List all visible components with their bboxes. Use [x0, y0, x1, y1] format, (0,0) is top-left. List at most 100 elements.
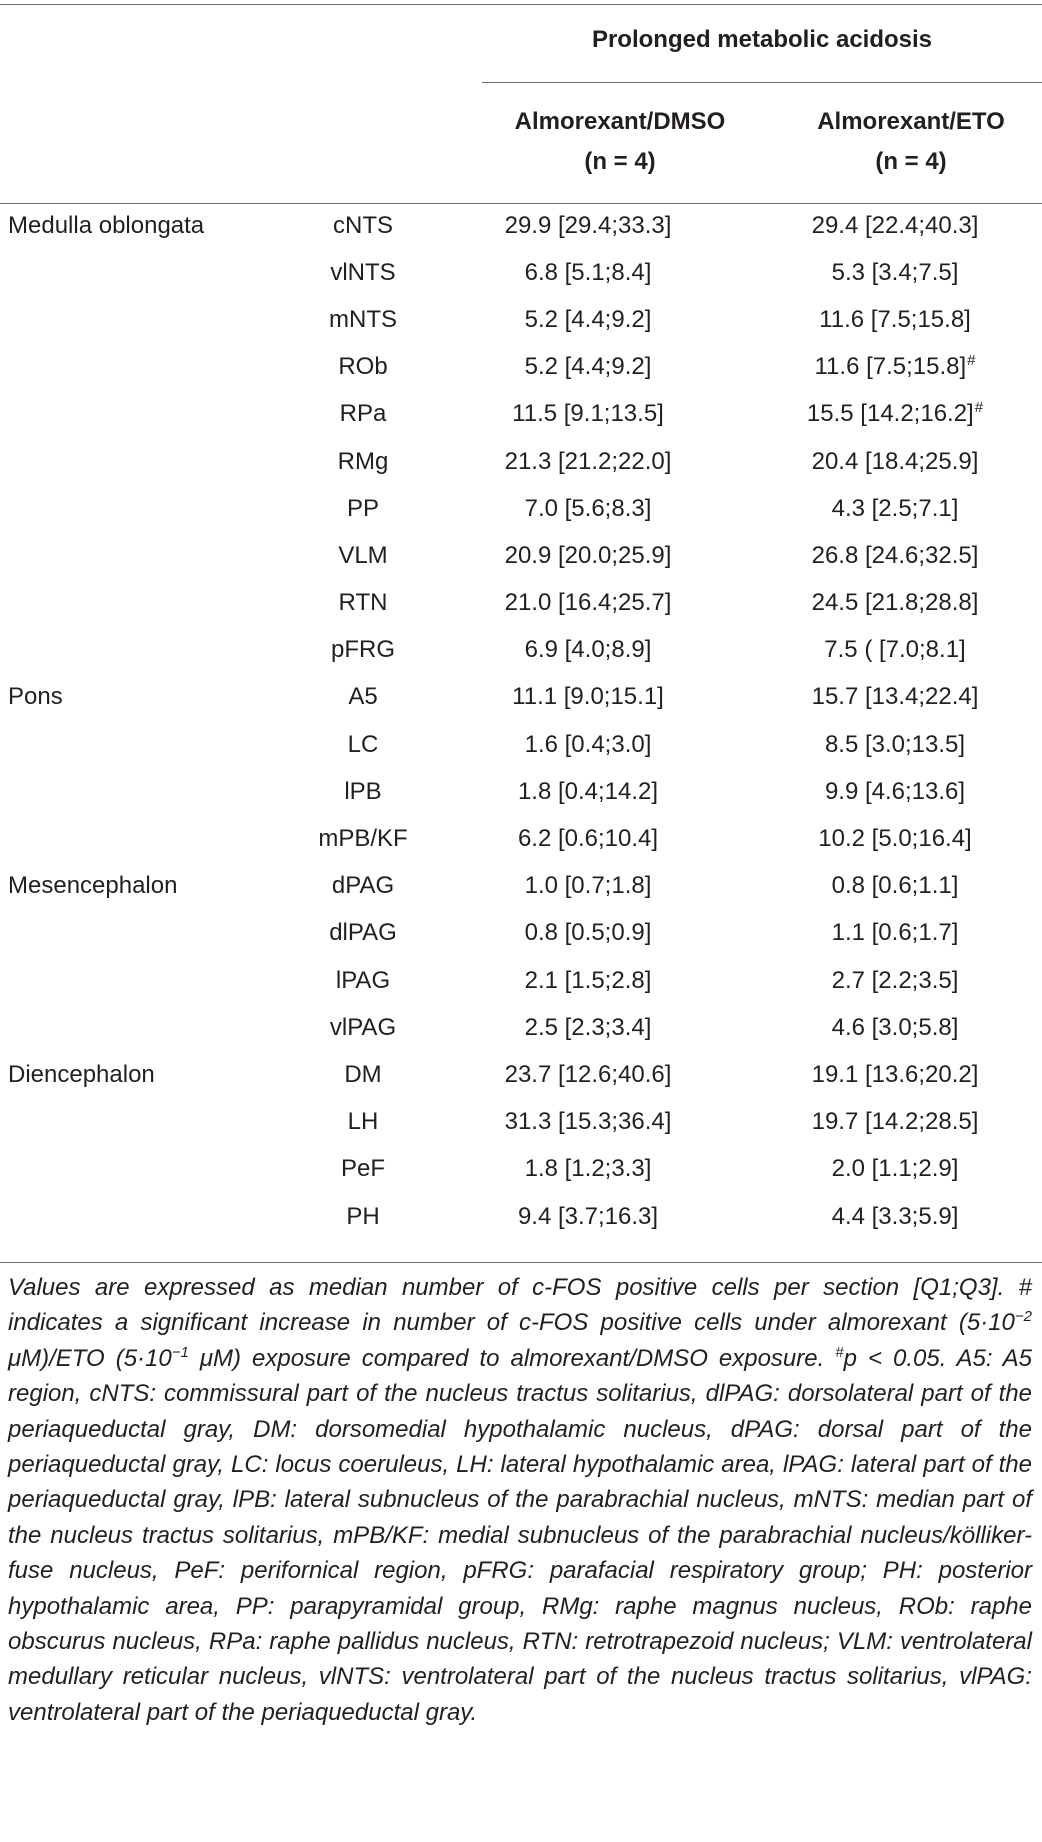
- footnote-hash: #: [835, 1343, 844, 1361]
- dmso-value-text: 21.3 [21.2;22.0]: [504, 447, 672, 475]
- subregion-text: mNTS: [329, 305, 397, 333]
- region-cell: [0, 532, 298, 579]
- subregion-text: ROb: [338, 353, 388, 381]
- region-cell: [0, 910, 298, 957]
- subregion-text: cNTS: [333, 211, 393, 239]
- dmso-value-cell: 2.5 [2.3;3.4]: [428, 1004, 748, 1051]
- subregion-cell: PP: [298, 485, 428, 532]
- region-cell: [0, 1099, 298, 1146]
- subregion-text: pFRG: [330, 636, 395, 664]
- subregion-cell: ROb: [298, 344, 428, 391]
- region-cell: [0, 1146, 298, 1193]
- dmso-value-text: 2.5 [2.3;3.4]: [524, 1013, 652, 1041]
- region-text: Mesencephalon: [8, 872, 178, 900]
- table-row: Medulla oblongata cNTS 29.9 [29.4;33.3] 29.…: [0, 202, 1042, 249]
- dmso-value-text: 5.2 [4.4;9.2]: [524, 305, 652, 333]
- dmso-value-text: 7.0 [5.6;8.3]: [524, 494, 652, 522]
- header-bottom-rule: [0, 203, 1042, 204]
- subregion-text: LC: [347, 730, 379, 758]
- eto-value-text: 10.2 [5.0;16.4]: [818, 825, 972, 853]
- subregion-cell: cNTS: [298, 202, 428, 249]
- dmso-value-cell: 1.6 [0.4;3.0]: [428, 721, 748, 768]
- table-row: Pons A5 11.1 [9.0;15.1] 15.7 [13.4;22.4]: [0, 674, 1042, 721]
- eto-value-cell: 4.3 [2.5;7.1]: [748, 485, 1042, 532]
- region-cell: [0, 957, 298, 1004]
- region-cell: [0, 580, 298, 627]
- footnote-text-2: μM)/ETO (5·10: [8, 1344, 172, 1372]
- dmso-value-cell: 0.8 [0.5;0.9]: [428, 910, 748, 957]
- region-text: Diencephalon: [8, 1060, 155, 1088]
- dmso-value-cell: 21.0 [16.4;25.7]: [428, 580, 748, 627]
- subregion-text: lPB: [344, 777, 382, 805]
- table-row: RPa 11.5 [9.1;13.5] 15.5 [14.2;16.2]#: [0, 391, 1042, 438]
- eto-value-cell: 15.5 [14.2;16.2]#: [748, 391, 1042, 438]
- region-cell: [0, 627, 298, 674]
- subregion-text: DM: [344, 1060, 382, 1088]
- significance-mark: #: [967, 352, 976, 370]
- subregion-cell: PH: [298, 1193, 428, 1240]
- dmso-value-cell: 31.3 [15.3;36.4]: [428, 1099, 748, 1146]
- subregion-cell: lPAG: [298, 957, 428, 1004]
- dmso-value-text: 6.8 [5.1;8.4]: [524, 258, 652, 286]
- dmso-value-cell: 6.8 [5.1;8.4]: [428, 249, 748, 296]
- eto-value-text: 19.7 [14.2;28.5]: [811, 1108, 979, 1136]
- region-cell: Medulla oblongata: [0, 202, 298, 249]
- dmso-value-cell: 9.4 [3.7;16.3]: [428, 1193, 748, 1240]
- eto-value-cell: 11.6 [7.5;15.8]: [748, 296, 1042, 343]
- dmso-value-text: 6.9 [4.0;8.9]: [524, 636, 652, 664]
- eto-value-cell: 1.1 [0.6;1.7]: [748, 910, 1042, 957]
- subregion-text: lPAG: [335, 966, 391, 994]
- eto-value-cell: 4.6 [3.0;5.8]: [748, 1004, 1042, 1051]
- subregion-text: PeF: [340, 1155, 385, 1183]
- dmso-value-text: 2.1 [1.5;2.8]: [524, 966, 652, 994]
- eto-value-cell: 7.5 ( [7.0;8.1]: [748, 627, 1042, 674]
- region-text: Medulla oblongata: [8, 211, 205, 239]
- eto-value-cell: 5.3 [3.4;7.5]: [748, 249, 1042, 296]
- region-cell: [0, 485, 298, 532]
- column-header-eto: Almorexant/ETO (n = 4): [780, 102, 1042, 182]
- footnote-exponent-1: −2: [1014, 1308, 1032, 1326]
- subregion-cell: LH: [298, 1099, 428, 1146]
- region-cell: [0, 1004, 298, 1051]
- eto-value-text: 4.6 [3.0;5.8]: [831, 1013, 959, 1041]
- footnote-text-3: μM) exposure compared to almorexant/DMSO…: [188, 1344, 836, 1372]
- subregion-cell: dPAG: [298, 863, 428, 910]
- subregion-cell: RPa: [298, 391, 428, 438]
- subregion-cell: dlPAG: [298, 910, 428, 957]
- table-row: RMg 21.3 [21.2;22.0] 20.4 [18.4;25.9]: [0, 438, 1042, 485]
- dmso-value-text: 29.9 [29.4;33.3]: [504, 211, 672, 239]
- subregion-text: LH: [347, 1108, 379, 1136]
- dmso-value-text: 5.2 [4.4;9.2]: [524, 353, 652, 381]
- table-row: vlPAG 2.5 [2.3;3.4] 4.6 [3.0;5.8]: [0, 1004, 1042, 1051]
- subregion-text: vlPAG: [329, 1013, 397, 1041]
- dmso-value-cell: 21.3 [21.2;22.0]: [428, 438, 748, 485]
- dmso-value-text: 1.6 [0.4;3.0]: [524, 730, 652, 758]
- table-row: Mesencephalon dPAG 1.0 [0.7;1.8] 0.8 [0.6;1…: [0, 863, 1042, 910]
- eto-value-text: 19.1 [13.6;20.2]: [811, 1060, 979, 1088]
- eto-value-text: 7.5 ( [7.0;8.1]: [824, 636, 966, 664]
- dmso-value-cell: 1.8 [1.2;3.3]: [428, 1146, 748, 1193]
- table-row: LC 1.6 [0.4;3.0] 8.5 [3.0;13.5]: [0, 721, 1042, 768]
- subregion-text: dPAG: [331, 872, 395, 900]
- table-row: lPB 1.8 [0.4;14.2] 9.9 [4.6;13.6]: [0, 768, 1042, 815]
- subregion-text: RTN: [338, 589, 388, 617]
- dmso-value-cell: 6.2 [0.6;10.4]: [428, 815, 748, 862]
- table-row: vlNTS 6.8 [5.1;8.4] 5.3 [3.4;7.5]: [0, 249, 1042, 296]
- eto-value-cell: 0.8 [0.6;1.1]: [748, 863, 1042, 910]
- dmso-value-cell: 1.8 [0.4;14.2]: [428, 768, 748, 815]
- dmso-value-cell: 6.9 [4.0;8.9]: [428, 627, 748, 674]
- eto-value-text: 8.5 [3.0;13.5]: [824, 730, 966, 758]
- dmso-value-text: 1.0 [0.7;1.8]: [524, 872, 652, 900]
- region-cell: [0, 438, 298, 485]
- table-body: Medulla oblongata cNTS 29.9 [29.4;33.3] 29.…: [0, 202, 1042, 1240]
- eto-value-text: 15.5 [14.2;16.2]: [806, 400, 974, 428]
- table-row: pFRG 6.9 [4.0;8.9] 7.5 ( [7.0;8.1]: [0, 627, 1042, 674]
- eto-value-cell: 19.7 [14.2;28.5]: [748, 1099, 1042, 1146]
- eto-value-cell: 2.7 [2.2;3.5]: [748, 957, 1042, 1004]
- eto-value-cell: 20.4 [18.4;25.9]: [748, 438, 1042, 485]
- subregion-cell: RTN: [298, 580, 428, 627]
- dmso-value-cell: 1.0 [0.7;1.8]: [428, 863, 748, 910]
- eto-value-cell: 8.5 [3.0;13.5]: [748, 721, 1042, 768]
- dmso-value-cell: 11.5 [9.1;13.5]: [428, 391, 748, 438]
- data-table: Medulla oblongata cNTS 29.9 [29.4;33.3] 29.…: [0, 202, 1042, 1240]
